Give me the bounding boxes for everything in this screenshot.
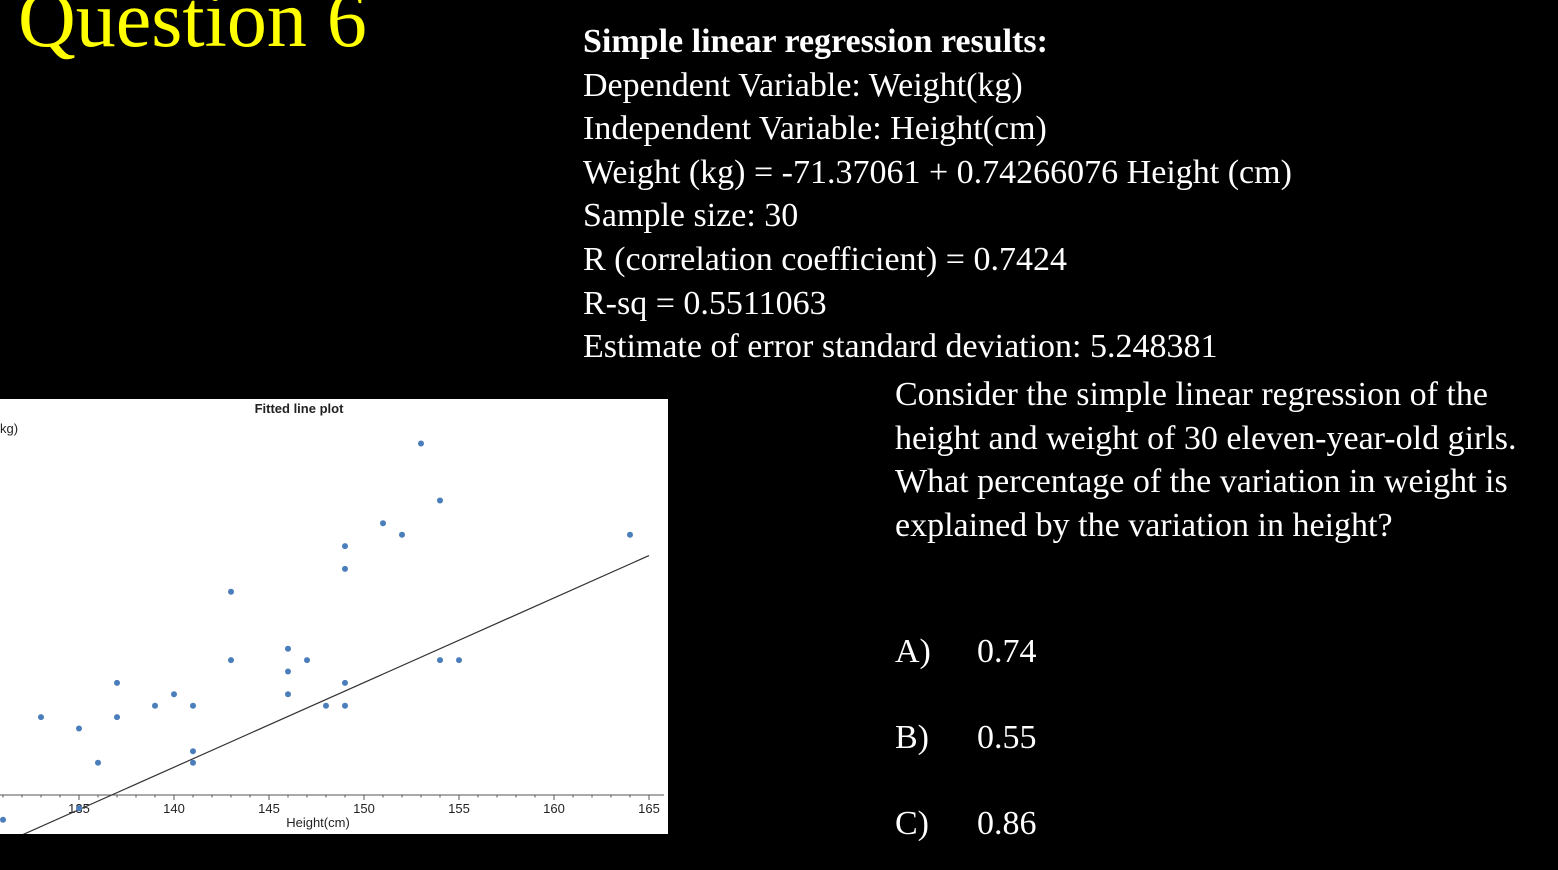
data-point bbox=[152, 702, 158, 709]
option-value: 0.74 bbox=[977, 633, 1037, 670]
option-letter: A) bbox=[895, 633, 931, 670]
data-point bbox=[190, 759, 196, 766]
question-text: Consider the simple linear regression of… bbox=[895, 376, 1517, 544]
data-point bbox=[323, 702, 329, 709]
data-point bbox=[171, 691, 177, 698]
data-point bbox=[437, 657, 443, 664]
data-point bbox=[76, 805, 82, 812]
data-point bbox=[228, 657, 234, 664]
option-a[interactable]: A) 0.74 bbox=[895, 633, 1037, 671]
results-heading: Simple linear regression results: bbox=[583, 23, 1048, 60]
data-point bbox=[342, 679, 348, 686]
data-point bbox=[418, 440, 424, 447]
x-tick-label: 165 bbox=[638, 801, 660, 816]
x-tick-label: 150 bbox=[353, 801, 375, 816]
option-letter: B) bbox=[895, 719, 929, 756]
data-point bbox=[456, 657, 462, 664]
scatter-points bbox=[0, 440, 633, 823]
data-point bbox=[114, 679, 120, 686]
fit-line bbox=[22, 555, 650, 834]
option-b[interactable]: B) 0.55 bbox=[895, 719, 1037, 757]
data-point bbox=[38, 714, 44, 721]
data-point bbox=[76, 725, 82, 732]
x-tick-label: 140 bbox=[163, 801, 185, 816]
chart-svg: Fitted line plot kg) Height(cm) 13514014… bbox=[0, 401, 664, 834]
x-axis: 135140145150155160165 bbox=[0, 794, 664, 816]
data-point bbox=[228, 588, 234, 595]
data-point bbox=[285, 691, 291, 698]
data-point bbox=[190, 702, 196, 709]
fit-line-group bbox=[22, 555, 650, 834]
fitted-line-plot: Fitted line plot kg) Height(cm) 13514014… bbox=[0, 399, 668, 834]
data-point bbox=[190, 748, 196, 755]
regression-results: Simple linear regression results: Depend… bbox=[583, 20, 1292, 369]
slide-title: Question 6 bbox=[18, 0, 367, 64]
data-point bbox=[380, 520, 386, 527]
results-equation: Weight (kg) = -71.37061 + 0.74266076 Hei… bbox=[583, 153, 1292, 191]
data-point bbox=[304, 657, 310, 664]
x-tick-label: 160 bbox=[543, 801, 565, 816]
results-independent-variable: Independent Variable: Height(cm) bbox=[583, 110, 1047, 148]
data-point bbox=[342, 702, 348, 709]
x-axis-label: Height(cm) bbox=[286, 815, 350, 830]
data-point bbox=[627, 531, 633, 538]
option-c[interactable]: C) 0.86 bbox=[895, 805, 1037, 843]
data-point bbox=[399, 531, 405, 538]
x-tick-label: 155 bbox=[448, 801, 470, 816]
data-point bbox=[285, 645, 291, 652]
data-point bbox=[95, 759, 101, 766]
data-point bbox=[0, 816, 6, 823]
data-point bbox=[342, 565, 348, 572]
option-letter: C) bbox=[895, 805, 929, 842]
data-point bbox=[285, 668, 291, 675]
data-point bbox=[437, 497, 443, 504]
results-correlation: R (correlation coefficient) = 0.7424 bbox=[583, 240, 1067, 278]
data-point bbox=[342, 543, 348, 550]
results-sample-size: Sample size: 30 bbox=[583, 197, 799, 235]
x-tick-label: 145 bbox=[258, 801, 280, 816]
option-value: 0.55 bbox=[977, 719, 1037, 756]
results-dependent-variable: Dependent Variable: Weight(kg) bbox=[583, 66, 1023, 104]
results-error-sd: Estimate of error standard deviation: 5.… bbox=[583, 328, 1218, 366]
chart-title: Fitted line plot bbox=[255, 401, 344, 416]
results-r-squared: R-sq = 0.5511063 bbox=[583, 284, 827, 322]
option-value: 0.86 bbox=[977, 805, 1037, 842]
data-point bbox=[114, 714, 120, 721]
y-axis-label: kg) bbox=[0, 421, 18, 436]
